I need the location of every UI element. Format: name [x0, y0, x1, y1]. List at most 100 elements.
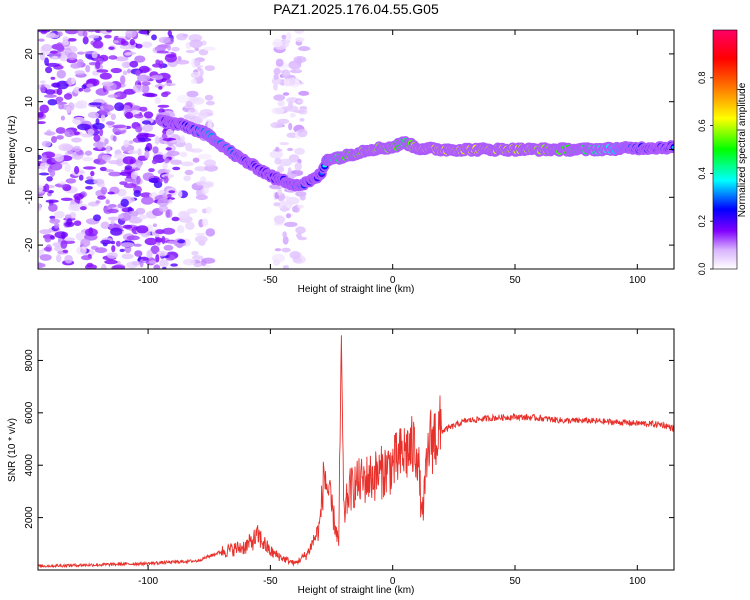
- spectrogram-noise-blob: [40, 80, 46, 84]
- spectrogram-noise-blob: [275, 58, 284, 67]
- spectrogram-noise-blob: [189, 39, 203, 49]
- spectrogram-noise-blob: [39, 104, 49, 114]
- spectrogram-noise-blob: [113, 153, 127, 159]
- spectrogram-noise-blob: [84, 150, 93, 156]
- x-tick-label: -100: [138, 576, 158, 587]
- spectrogram-noise-blob: [143, 111, 154, 119]
- spectrogram-noise-blob: [278, 158, 293, 167]
- spectrogram-noise-blob: [167, 30, 172, 37]
- spectrogram-noise-blob: [273, 67, 281, 75]
- spectrogram-noise-blob: [164, 169, 171, 173]
- spectrogram-noise-blob: [83, 166, 96, 170]
- spectrogram-noise-blob: [101, 263, 107, 269]
- spectrogram-noise-blob: [60, 240, 68, 249]
- spectrogram-noise-blob: [144, 150, 150, 159]
- spectrogram-noise-blob: [56, 69, 66, 79]
- spectrogram-noise-blob: [294, 162, 302, 171]
- spectrogram-noise-blob: [202, 182, 214, 188]
- spectrogram-noise-blob: [51, 136, 57, 143]
- spectrogram-noise-blob: [115, 56, 129, 62]
- spectrogram-noise-blob: [58, 103, 65, 110]
- spectrogram-noise-blob: [55, 101, 68, 105]
- spectrogram-noise-blob: [77, 123, 91, 131]
- spectrogram-noise-blob: [133, 113, 144, 119]
- spectrogram-noise-blob: [58, 181, 67, 185]
- spectrogram-noise-blob: [186, 90, 199, 98]
- spectrogram-noise-blob: [47, 99, 58, 106]
- spectrogram-noise-blob: [176, 95, 190, 103]
- spectrogram-noise-blob: [132, 84, 143, 93]
- spectrogram-noise-blob: [281, 69, 291, 78]
- spectrogram-noise-blob: [95, 60, 101, 70]
- spectrogram-noise-blob: [60, 115, 65, 121]
- spectrogram-noise-blob: [287, 173, 298, 178]
- spectrogram-noise-blob: [108, 46, 115, 50]
- spectrogram-noise-blob: [274, 157, 282, 165]
- snr-frame: [37, 328, 675, 571]
- spectrogram-noise-blob: [273, 202, 281, 207]
- spectrogram-noise-blob: [273, 83, 278, 91]
- spectrogram-noise-blob: [156, 250, 168, 257]
- spectrogram-noise-blob: [76, 246, 87, 255]
- spectrogram-noise-blob: [49, 168, 56, 177]
- spectrogram-noise-blob: [133, 190, 141, 197]
- spectrogram-noise-blob: [271, 77, 282, 85]
- spectrogram-noise-blob: [73, 220, 82, 226]
- spectrogram-noise-blob: [38, 30, 51, 33]
- spectrogram-noise-blob: [107, 112, 112, 116]
- spectrogram-noise-blob: [138, 65, 150, 73]
- spectrogram-noise-blob: [49, 50, 58, 54]
- spectrogram-noise-blob: [294, 147, 305, 155]
- spectrogram-noise-blob: [148, 168, 155, 173]
- spectrogram-noise-blob: [146, 249, 153, 259]
- spectrogram-noise-blob: [177, 225, 185, 234]
- spectrogram-noise-blob: [158, 178, 163, 183]
- figure-title: PAZ1.2025.176.04.55.G05: [273, 1, 439, 17]
- spectrogram-noise-blob: [46, 176, 53, 182]
- spectrogram-noise-blob: [164, 82, 176, 87]
- spectrogram-noise-blob: [117, 214, 124, 219]
- spectrogram-noise-blob: [65, 178, 77, 184]
- spectrogram-noise-blob: [127, 150, 140, 155]
- spectrogram-noise-blob: [158, 204, 168, 213]
- spectrogram-noise-blob: [148, 177, 161, 184]
- spectrogram-noise-blob: [106, 30, 112, 33]
- spectrogram-noise-blob: [203, 46, 216, 51]
- spectrogram-noise-blob: [89, 102, 102, 106]
- spectrogram-noise-blob: [298, 46, 311, 52]
- spectrogram-noise-blob: [56, 88, 63, 96]
- spectrogram-noise-blob: [204, 65, 216, 71]
- spectrogram-noise-blob: [295, 68, 301, 72]
- spectrogram-noise-blob: [74, 166, 80, 175]
- spectrogram-noise-blob: [57, 31, 63, 37]
- spectrogram-noise-blob: [161, 235, 166, 245]
- spectrogram-noise-blob: [85, 64, 91, 73]
- spectrogram-noise-blob: [155, 59, 161, 65]
- spectrogram-noise-blob: [172, 166, 181, 171]
- spectrogram-noise-blob: [125, 30, 137, 38]
- x-tick-label: 50: [509, 275, 521, 286]
- spectrogram-noise-blob: [45, 66, 53, 74]
- spectrogram-noise-blob: [155, 254, 160, 263]
- spectrogram-noise-blob: [141, 120, 152, 125]
- spectrogram-noise-blob: [119, 248, 125, 253]
- spectrogram-noise-blob: [190, 71, 201, 79]
- spectrogram-noise-blob: [197, 66, 202, 72]
- spectrogram-noise-blob: [104, 169, 115, 173]
- spectrogram-noise-blob: [50, 76, 56, 80]
- spectrogram-noise-blob: [271, 107, 285, 115]
- spectrogram-noise-blob: [126, 51, 136, 55]
- spectrogram-noise-blob: [158, 86, 163, 90]
- spectrogram-noise-blob: [296, 57, 302, 66]
- spectrogram-noise-blob: [281, 205, 288, 213]
- spectrogram-noise-blob: [272, 38, 283, 48]
- spectrogram-noise-blob: [123, 88, 136, 95]
- spectrogram-noise-blob: [141, 81, 151, 86]
- x-tick-label: -50: [263, 275, 278, 286]
- spectrogram-noise-blob: [104, 259, 118, 265]
- spectrogram-noise-blob: [73, 193, 84, 201]
- spectrogram-noise-blob: [120, 75, 126, 85]
- spectrogram-noise-blob: [168, 255, 176, 261]
- spectrogram-noise-blob: [82, 30, 88, 38]
